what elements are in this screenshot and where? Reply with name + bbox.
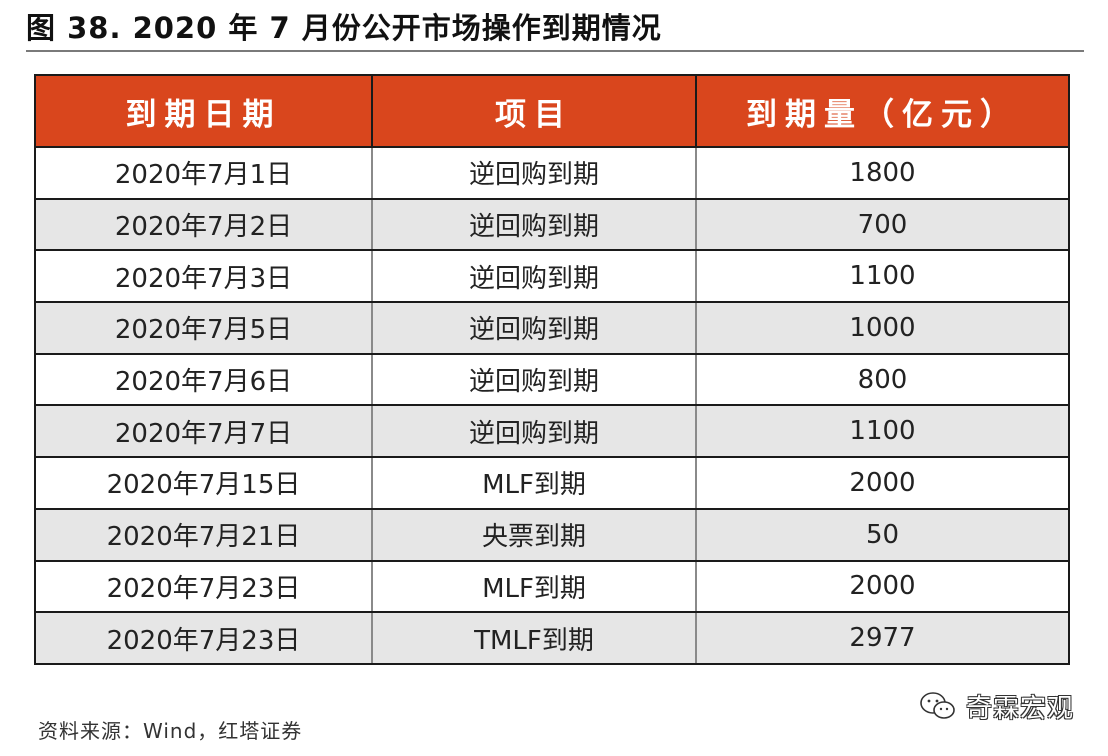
cell-date: 2020年7月7日 bbox=[34, 404, 373, 459]
header-expiry-date: 到期日期 bbox=[34, 74, 373, 148]
header-amount: 到期量（亿元） bbox=[695, 74, 1070, 148]
cell-amount: 2977 bbox=[695, 611, 1070, 665]
cell-item: 逆回购到期 bbox=[371, 197, 697, 252]
table-row: 2020年7月15日 MLF到期 2000 bbox=[34, 456, 1070, 510]
expiry-table: 到期日期 项目 到期量（亿元） 2020年7月1日 逆回购到期 1800 202… bbox=[34, 74, 1070, 665]
table-row: 2020年7月7日 逆回购到期 1100 bbox=[34, 404, 1070, 459]
cell-amount: 700 bbox=[695, 197, 1070, 252]
cell-amount: 1800 bbox=[695, 146, 1070, 200]
table-row: 2020年7月5日 逆回购到期 1000 bbox=[34, 301, 1070, 355]
table-row: 2020年7月3日 逆回购到期 1100 bbox=[34, 249, 1070, 304]
cell-amount: 2000 bbox=[695, 456, 1070, 510]
wechat-icon bbox=[920, 692, 955, 719]
cell-date: 2020年7月23日 bbox=[34, 611, 373, 665]
cell-amount: 1100 bbox=[695, 404, 1070, 459]
cell-amount: 1100 bbox=[695, 249, 1070, 304]
cell-date: 2020年7月3日 bbox=[34, 249, 373, 304]
cell-amount: 50 bbox=[695, 507, 1070, 562]
cell-item: 逆回购到期 bbox=[371, 352, 697, 407]
table-row: 2020年7月23日 TMLF到期 2977 bbox=[34, 611, 1070, 665]
cell-item: 逆回购到期 bbox=[371, 249, 697, 304]
cell-item: TMLF到期 bbox=[371, 611, 697, 665]
cell-item: 央票到期 bbox=[371, 507, 697, 562]
table-row: 2020年7月23日 MLF到期 2000 bbox=[34, 559, 1070, 614]
cell-amount: 2000 bbox=[695, 559, 1070, 614]
cell-date: 2020年7月6日 bbox=[34, 352, 373, 407]
figure-title: 图 38. 2020 年 7 月份公开市场操作到期情况 bbox=[26, 11, 662, 45]
cell-date: 2020年7月5日 bbox=[34, 301, 373, 355]
cell-date: 2020年7月21日 bbox=[34, 507, 373, 562]
cell-date: 2020年7月23日 bbox=[34, 559, 373, 614]
cell-item: 逆回购到期 bbox=[371, 146, 697, 200]
cell-item: MLF到期 bbox=[371, 559, 697, 614]
table-header-row: 到期日期 项目 到期量（亿元） bbox=[34, 74, 1070, 148]
cell-amount: 1000 bbox=[695, 301, 1070, 355]
table-row: 2020年7月21日 央票到期 50 bbox=[34, 507, 1070, 562]
watermark: 奇霖宏观 bbox=[918, 686, 1074, 726]
cell-date: 2020年7月15日 bbox=[34, 456, 373, 510]
watermark-text: 奇霖宏观 bbox=[966, 693, 1075, 724]
cell-amount: 800 bbox=[695, 352, 1070, 407]
cell-date: 2020年7月1日 bbox=[34, 146, 373, 200]
title-divider bbox=[26, 50, 1084, 52]
table-row: 2020年7月2日 逆回购到期 700 bbox=[34, 197, 1070, 252]
cell-item: 逆回购到期 bbox=[371, 404, 697, 459]
table-row: 2020年7月6日 逆回购到期 800 bbox=[34, 352, 1070, 407]
table-row: 2020年7月1日 逆回购到期 1800 bbox=[34, 146, 1070, 200]
cell-item: MLF到期 bbox=[371, 456, 697, 510]
cell-item: 逆回购到期 bbox=[371, 301, 697, 355]
cell-date: 2020年7月2日 bbox=[34, 197, 373, 252]
header-item: 项目 bbox=[371, 74, 697, 148]
source-note: 资料来源：Wind，红塔证券 bbox=[38, 719, 303, 743]
